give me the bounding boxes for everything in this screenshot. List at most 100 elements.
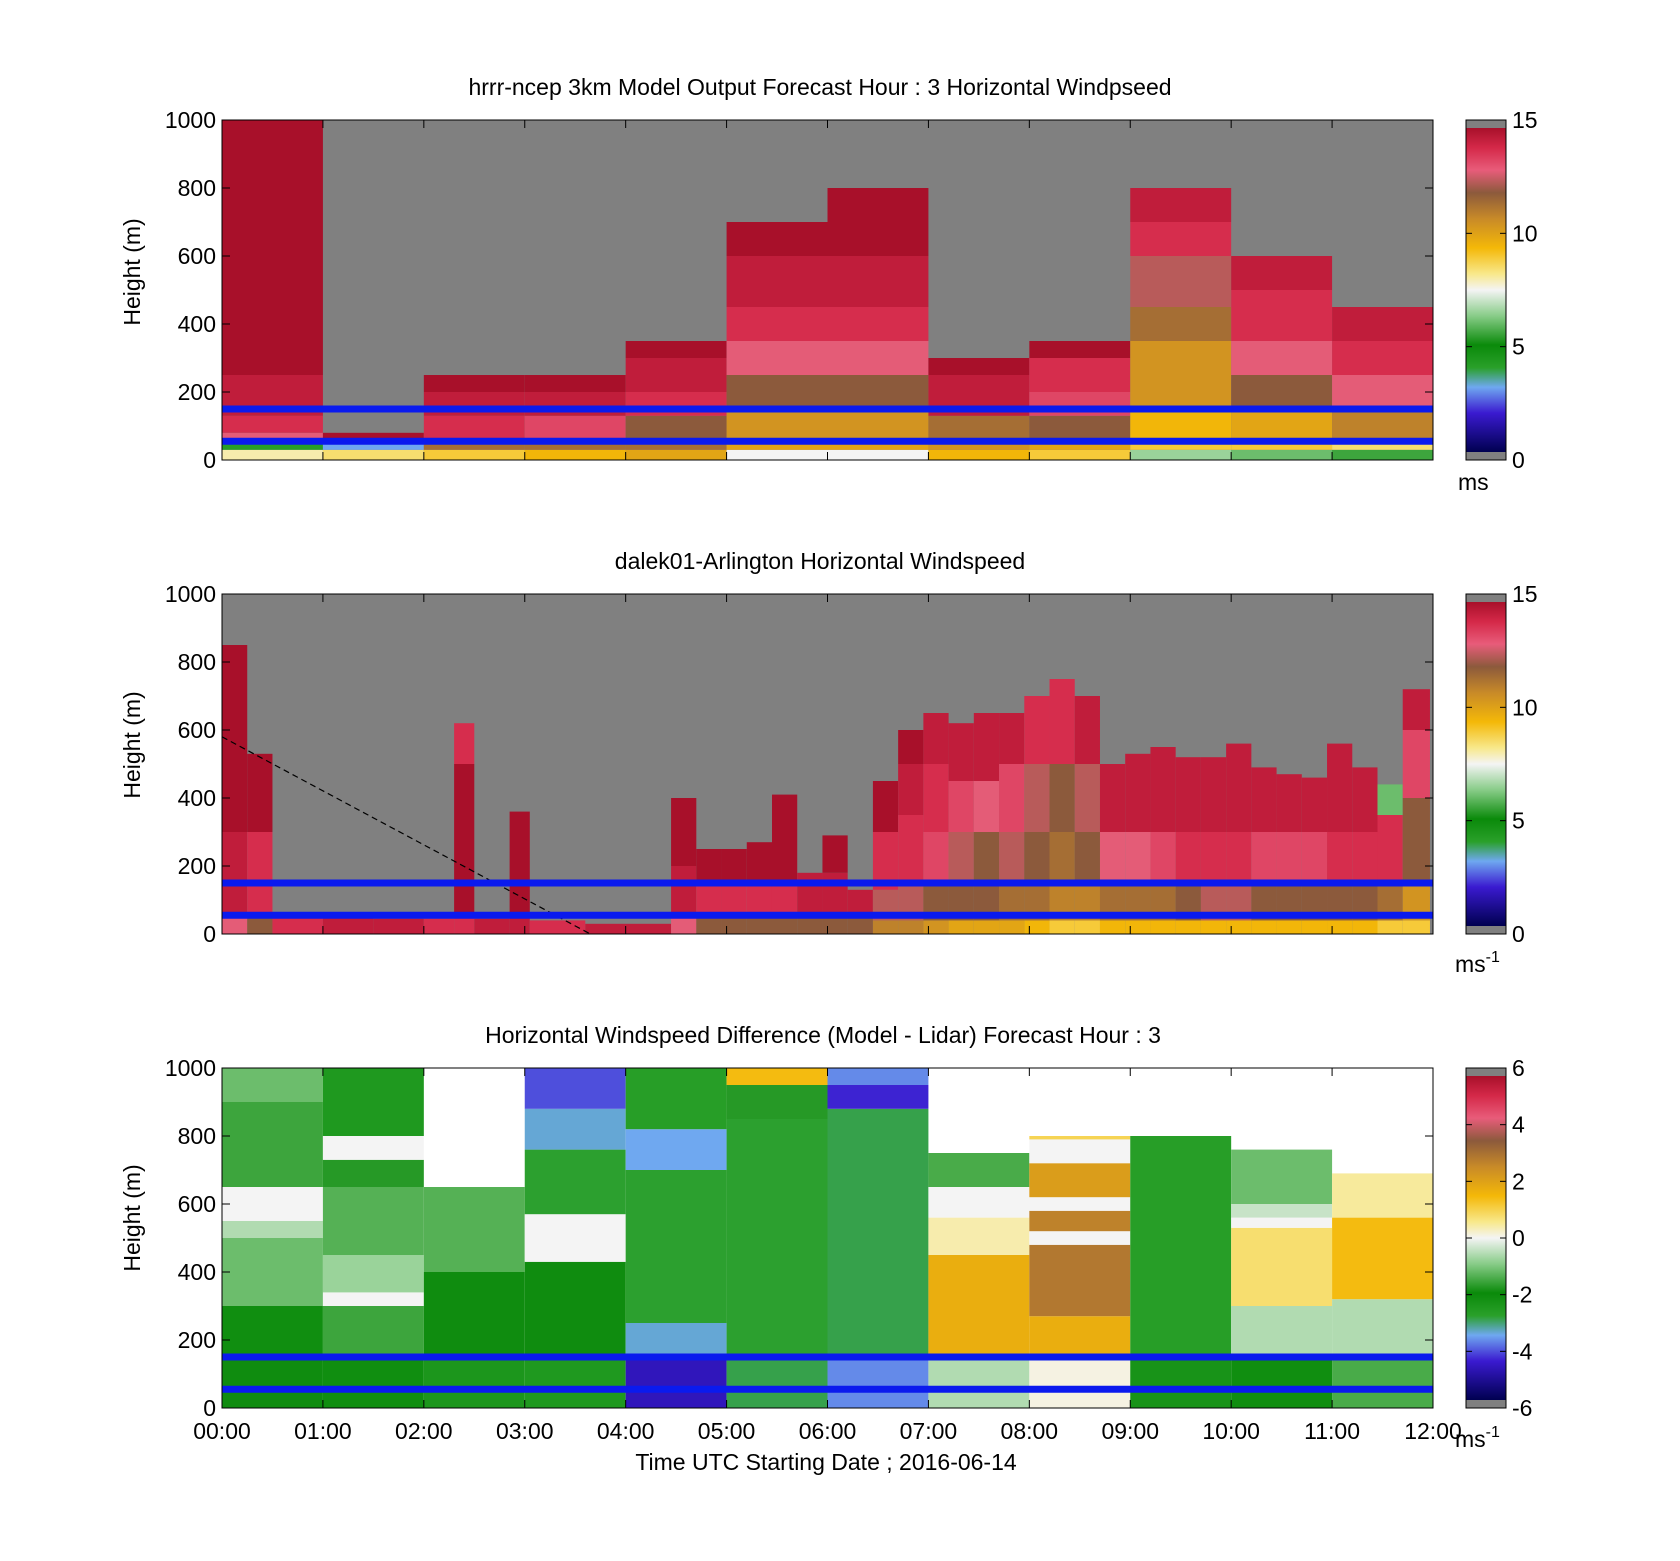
heatmap-cell bbox=[509, 811, 530, 866]
heatmap-cell bbox=[625, 441, 727, 450]
colorbar-difference: -6 -4 -2 0 2 4 6 bbox=[1465, 1055, 1533, 1421]
heatmap-cell bbox=[1029, 1357, 1131, 1408]
heatmap-cell bbox=[1332, 1173, 1433, 1218]
heatmap-cell bbox=[1029, 1210, 1131, 1232]
heatmap-cell bbox=[524, 1357, 626, 1408]
heatmap-cell bbox=[529, 920, 586, 934]
colorbar-tick-label: 0 bbox=[1512, 921, 1525, 947]
y-tick-label: 800 bbox=[178, 1123, 216, 1149]
heatmap-cell bbox=[1251, 920, 1277, 934]
plot-area-lidar bbox=[221, 593, 1434, 935]
heatmap-cell bbox=[1125, 832, 1151, 883]
y-tick-label: 1000 bbox=[165, 1055, 216, 1081]
heatmap-cell bbox=[928, 1217, 1030, 1255]
heatmap-cell bbox=[827, 409, 929, 442]
heatmap-cell bbox=[671, 798, 697, 866]
heatmap-cell bbox=[726, 449, 828, 460]
heatmap-cell bbox=[973, 781, 1000, 832]
heatmap-cell bbox=[999, 764, 1025, 832]
heatmap-cell bbox=[524, 1261, 626, 1357]
heatmap-cell bbox=[1099, 920, 1126, 934]
heatmap-cell bbox=[923, 920, 949, 934]
panel-lidar: dalek01-Arlington Horizontal Windspeed H… bbox=[119, 548, 1538, 977]
heatmap-cell bbox=[1074, 764, 1100, 832]
heatmap-cell bbox=[726, 1068, 828, 1085]
colorbar-tick-label: 5 bbox=[1512, 808, 1525, 834]
x-ticks-lidar bbox=[221, 594, 1434, 934]
heatmap-cell bbox=[948, 920, 974, 934]
heatmap-cell bbox=[1130, 341, 1232, 409]
heatmap-cell bbox=[1175, 757, 1201, 832]
heatmap-cell bbox=[1231, 1306, 1333, 1357]
heatmap-cell bbox=[322, 1306, 424, 1357]
y-tick-label: 0 bbox=[203, 1395, 216, 1421]
y-tick-label: 600 bbox=[178, 1191, 216, 1217]
heatmap-cell bbox=[1402, 689, 1430, 730]
colorbar-tick-label: 15 bbox=[1512, 107, 1538, 133]
y-ticks-lidar: 0 200 400 600 800 1000 bbox=[165, 581, 1433, 947]
heatmap-cell bbox=[1332, 307, 1433, 341]
heatmap-cell bbox=[1231, 441, 1333, 450]
heatmap-cell bbox=[1029, 1316, 1131, 1357]
x-ticks-difference: 00:00 01:00 02:00 03:00 04:00 05:00 06:00 07:00… bbox=[193, 1068, 1462, 1444]
heatmap-cell bbox=[423, 449, 525, 460]
heatmap-cell bbox=[524, 441, 626, 450]
colorbar-model: 0 5 10 15 bbox=[1465, 107, 1538, 473]
heatmap-cell bbox=[524, 1068, 626, 1109]
heatmap-cell bbox=[746, 883, 772, 914]
heatmap-cell bbox=[726, 409, 828, 442]
heatmap-cell bbox=[625, 1170, 727, 1323]
heatmap-cell bbox=[1099, 832, 1126, 883]
colorbar-cap-top bbox=[1466, 1068, 1506, 1076]
heatmap-cell bbox=[1231, 256, 1333, 290]
heatmap-cell bbox=[1024, 832, 1050, 883]
heatmap-cell bbox=[999, 832, 1025, 883]
heatmap-cell bbox=[524, 1149, 626, 1215]
heatmap-cell bbox=[1332, 375, 1433, 409]
heatmap-cell bbox=[423, 1357, 525, 1408]
heatmap-cell bbox=[973, 920, 1000, 934]
heatmap-cell bbox=[928, 1187, 1030, 1218]
heatmap-cell bbox=[928, 358, 1030, 375]
heatmap-cell bbox=[898, 920, 924, 934]
heatmap-cell bbox=[1327, 743, 1353, 832]
heatmap-cell bbox=[247, 753, 273, 832]
heatmap-cell bbox=[847, 889, 873, 914]
heatmap-cell bbox=[1301, 832, 1328, 883]
heatmap-cell bbox=[898, 815, 924, 883]
colorbar-cap-bottom bbox=[1466, 926, 1506, 934]
colorbar-gradient bbox=[1466, 128, 1506, 452]
heatmap-cell bbox=[771, 883, 798, 914]
colorbar-tick-label: 4 bbox=[1512, 1112, 1525, 1138]
plot-area-difference bbox=[221, 1067, 1434, 1409]
heatmap-cell bbox=[247, 832, 273, 914]
x-tick-label: 10:00 bbox=[1202, 1418, 1260, 1444]
y-tick-label: 0 bbox=[203, 447, 216, 473]
heatmap-cell bbox=[726, 375, 828, 409]
heatmap-cell bbox=[222, 415, 323, 433]
heatmap-cell bbox=[1332, 1357, 1433, 1408]
heatmap-cell bbox=[524, 1108, 626, 1150]
heatmap-cell bbox=[827, 188, 929, 256]
heatmap-cell bbox=[625, 1068, 727, 1130]
y-tick-label: 600 bbox=[178, 717, 216, 743]
heatmap-cell bbox=[1029, 1136, 1131, 1140]
heatmap-cell bbox=[726, 307, 828, 341]
heatmap-cell bbox=[222, 730, 248, 832]
heatmap-cell bbox=[1352, 920, 1378, 934]
heatmap-cell bbox=[872, 781, 899, 832]
heatmap-cell bbox=[1231, 1357, 1333, 1408]
heatmap-cell bbox=[322, 432, 424, 442]
heatmap-cell bbox=[222, 120, 323, 375]
colorbar-tick-label: 10 bbox=[1512, 694, 1538, 720]
heatmap-cell bbox=[585, 923, 672, 934]
heatmap-cell bbox=[1402, 920, 1430, 934]
heatmap-cell bbox=[322, 441, 424, 450]
heatmap-cell bbox=[1332, 449, 1433, 460]
heatmap-cell bbox=[797, 872, 823, 914]
heatmap-cell bbox=[1175, 920, 1201, 934]
heatmap-cell bbox=[1150, 832, 1176, 883]
heatmap-cell bbox=[423, 375, 525, 392]
heatmap-cell bbox=[423, 441, 525, 450]
y-tick-label: 200 bbox=[178, 379, 216, 405]
